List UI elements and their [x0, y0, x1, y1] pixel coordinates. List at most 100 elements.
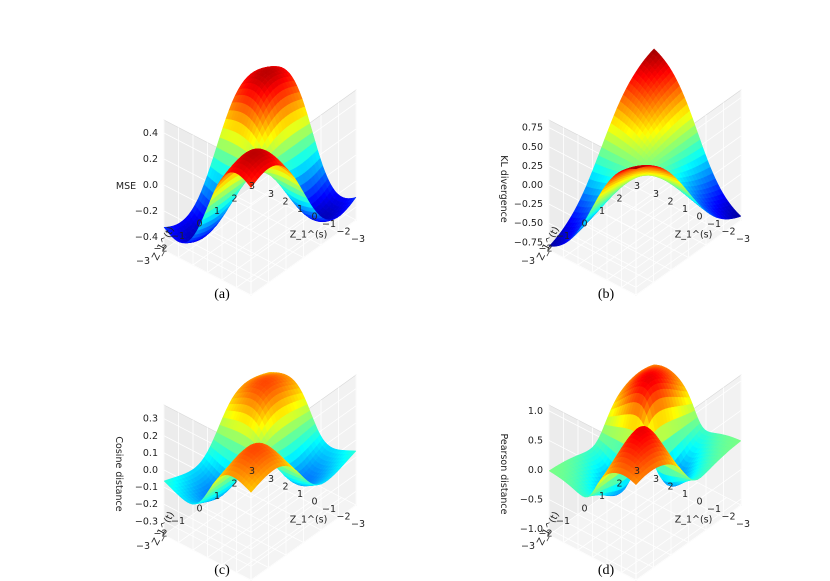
x-axis-label: Z_1^(s) — [675, 230, 713, 241]
y-tick-label: 0 — [196, 219, 202, 230]
grid-line — [635, 469, 742, 545]
z-tick-label: 0.3 — [143, 414, 158, 425]
z-tick-label: 0.25 — [522, 161, 543, 172]
x-tick-label: −2 — [336, 512, 350, 523]
panel-caption: (a) — [214, 287, 230, 302]
x-tick-label: 2 — [282, 482, 288, 493]
z-tick-label: 0.00 — [522, 180, 543, 191]
y-tick-label: −3 — [136, 541, 150, 552]
surface — [548, 48, 742, 247]
y-tick-label: 3 — [249, 181, 255, 192]
surface-patch — [248, 179, 255, 189]
x-tick-label: 1 — [297, 204, 303, 215]
z-tick-label: −0.1 — [135, 482, 158, 493]
y-tick-label: −1 — [556, 516, 570, 527]
y-tick-label: 1 — [214, 206, 220, 217]
y-tick-label: 2 — [616, 479, 622, 490]
y-tick-label: 3 — [634, 181, 640, 192]
grid-line — [163, 503, 252, 550]
surface-patch — [633, 167, 640, 170]
z-tick-label: −0.2 — [135, 206, 158, 217]
y-tick-label: −3 — [136, 256, 150, 267]
z-tick-label: −1.0 — [520, 524, 543, 535]
x-axis-label: Z_1^(s) — [290, 230, 328, 241]
grid-line — [163, 520, 252, 567]
x-tick-label: 1 — [297, 489, 303, 500]
y-tick-label: 0 — [581, 504, 587, 515]
z-axis-label: Cosine distance — [113, 436, 124, 511]
x-tick-label: 3 — [268, 189, 274, 200]
panel-caption: (d) — [598, 563, 615, 578]
y-tick-label: −2 — [538, 529, 552, 540]
x-tick-label: −1 — [707, 504, 721, 515]
x-tick-label: 0 — [696, 497, 702, 508]
x-tick-label: −1 — [707, 219, 721, 230]
z-tick-label: −0.5 — [520, 495, 543, 506]
y-tick-label: 1 — [214, 491, 220, 502]
x-tick-label: −1 — [322, 504, 336, 515]
x-tick-label: 0 — [696, 212, 702, 223]
y-tick-label: −1 — [556, 231, 570, 242]
x-tick-label: −3 — [351, 234, 365, 245]
z-tick-label: 0.1 — [143, 448, 158, 459]
z-axis-label: MSE — [116, 181, 136, 192]
y-tick-label: −2 — [153, 244, 167, 255]
y-tick-label: 3 — [634, 466, 640, 477]
grid-line — [635, 212, 742, 288]
z-tick-label: −0.25 — [514, 199, 543, 210]
x-tick-label: 1 — [682, 489, 688, 500]
x-tick-label: −3 — [351, 519, 365, 530]
grid-line — [250, 180, 357, 257]
grid-line — [548, 241, 637, 288]
z-tick-label: 0.5 — [528, 435, 543, 446]
y-tick-label: −1 — [171, 516, 185, 527]
y-tick-label: 1 — [599, 491, 605, 502]
x-tick-label: −3 — [736, 234, 750, 245]
y-tick-label: 0 — [196, 504, 202, 515]
x-tick-label: 2 — [667, 482, 673, 493]
y-tick-label: 2 — [231, 479, 237, 490]
y-tick-label: −2 — [538, 244, 552, 255]
grid-line — [163, 236, 252, 283]
y-tick-label: 2 — [231, 194, 237, 205]
y-tick-label: 3 — [249, 466, 255, 477]
surface — [163, 66, 357, 244]
x-axis-label: Z_1^(s) — [675, 515, 713, 526]
x-tick-label: −2 — [721, 512, 735, 523]
grid-line — [251, 472, 339, 518]
grid-line — [548, 499, 637, 545]
grid-line — [250, 490, 357, 567]
grid-line — [635, 173, 742, 250]
grid-line — [250, 473, 357, 550]
x-tick-label: 2 — [282, 197, 288, 208]
surface-patch — [248, 485, 255, 493]
x-tick-label: −2 — [336, 227, 350, 238]
z-tick-label: 0.50 — [522, 142, 543, 153]
y-tick-label: 0 — [581, 219, 587, 230]
z-axis-label: Pearson distance — [498, 433, 509, 514]
z-tick-label: 0.0 — [528, 465, 543, 476]
x-tick-label: 2 — [667, 197, 673, 208]
z-tick-label: 0.0 — [143, 465, 158, 476]
z-tick-label: 1.0 — [528, 406, 543, 417]
z-tick-label: −0.3 — [135, 516, 158, 527]
x-tick-label: 3 — [653, 189, 659, 200]
z-axis-label: KL divergence — [498, 155, 509, 223]
z-tick-label: 0.2 — [143, 431, 158, 442]
x-tick-label: −1 — [322, 219, 336, 230]
z-tick-label: 0.2 — [143, 154, 158, 165]
z-tick-label: −0.4 — [135, 232, 158, 243]
x-axis-label: Z_1^(s) — [290, 515, 328, 526]
y-tick-label: −2 — [153, 529, 167, 540]
x-tick-label: 3 — [653, 474, 659, 485]
grid-line — [251, 187, 339, 233]
grid-line — [250, 206, 357, 283]
y-tick-label: 1 — [599, 206, 605, 217]
z-tick-label: 0.0 — [143, 180, 158, 191]
panel-a: 0.40.20.0−0.2−0.4MSE−3−2−101233210−1−2−3… — [116, 66, 365, 302]
y-tick-label: −3 — [521, 256, 535, 267]
